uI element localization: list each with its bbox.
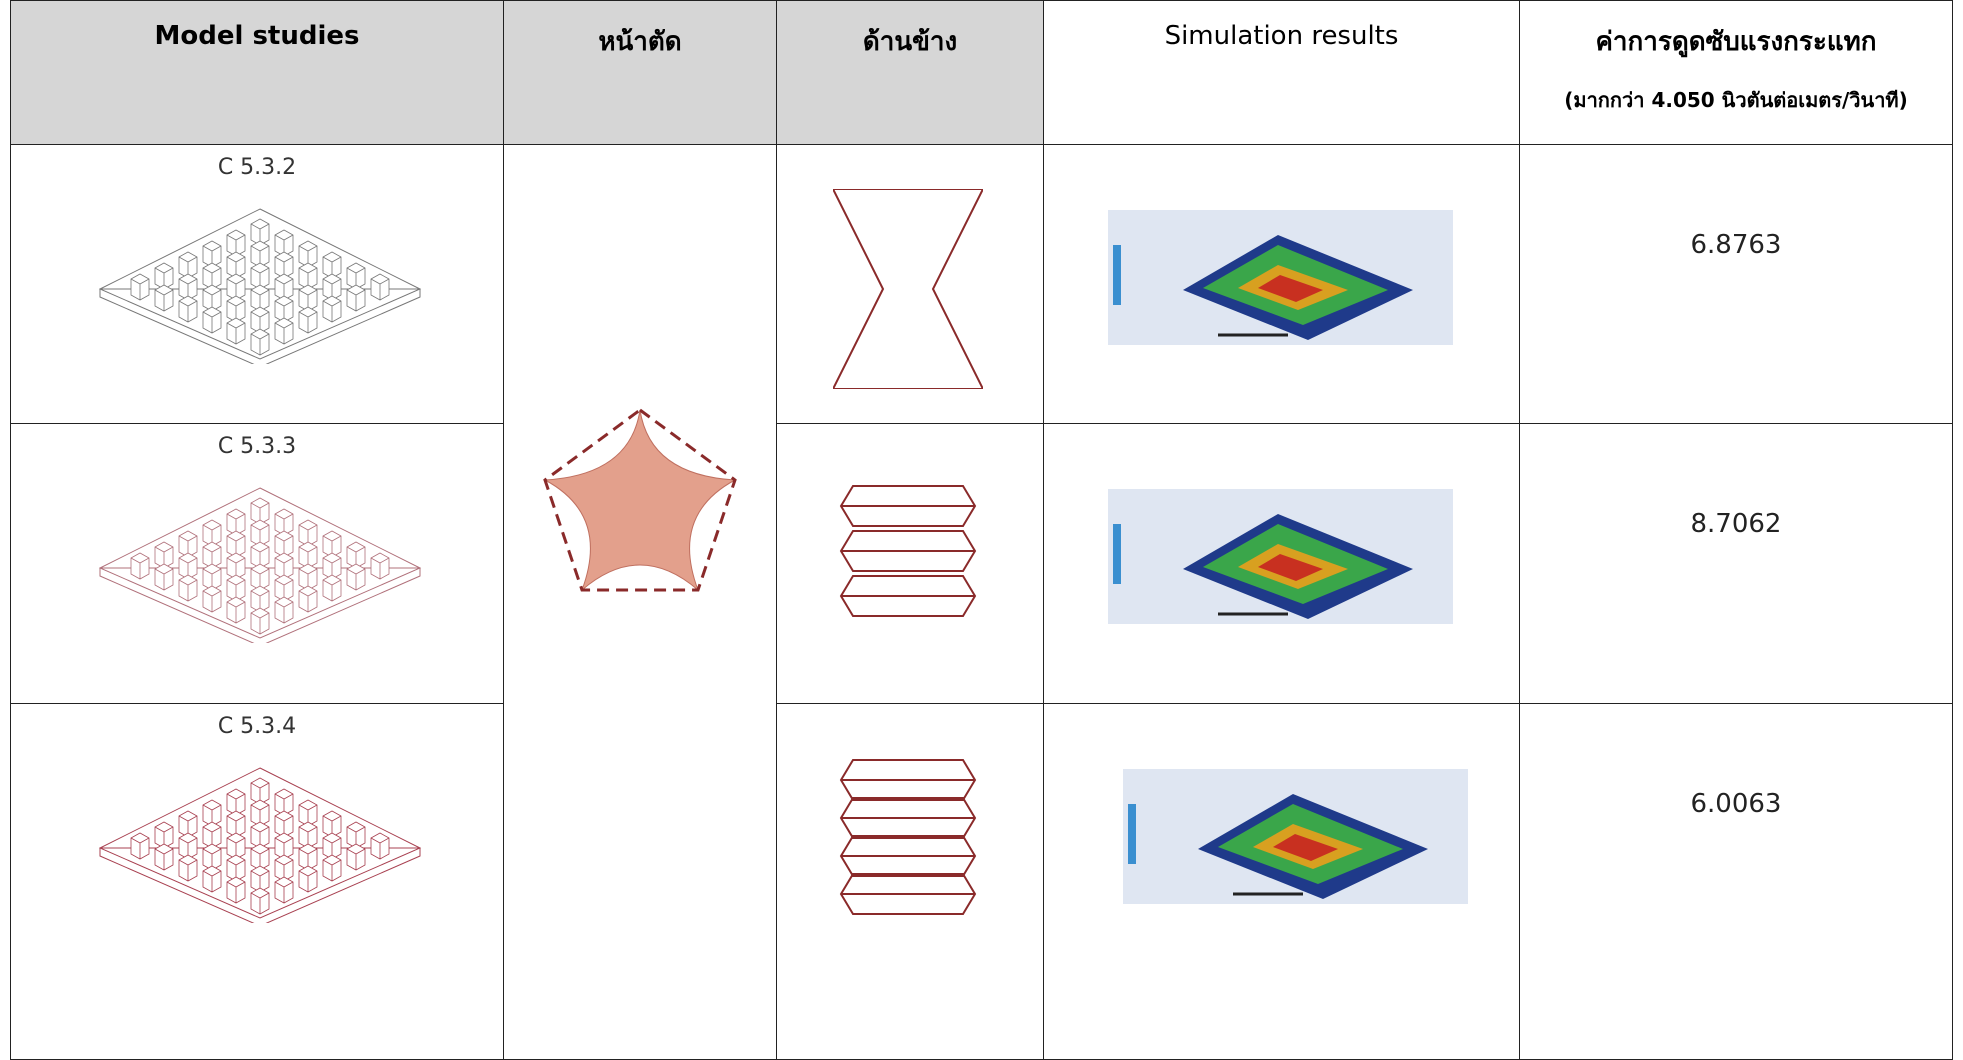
value-text: 8.7062 xyxy=(1690,509,1782,539)
header-cell: Model studies xyxy=(10,0,504,145)
header-cell: ด้านข้าง xyxy=(776,0,1044,145)
value-text: 6.8763 xyxy=(1690,230,1782,260)
header-text: ด้านข้าง xyxy=(862,27,958,57)
simulation-image xyxy=(1108,489,1453,624)
model-label: C 5.3.3 xyxy=(217,434,297,459)
header-cell: หน้าตัด xyxy=(503,0,777,145)
value-cell: 8.7062 xyxy=(1519,423,1953,704)
value-cell: 6.0063 xyxy=(1519,703,1953,1060)
section-cell xyxy=(503,144,777,1060)
side-view xyxy=(839,759,977,915)
model-label: C 5.3.2 xyxy=(217,155,297,180)
model-illustration xyxy=(98,767,422,923)
header-text: Simulation results xyxy=(1164,21,1399,51)
cross-section xyxy=(543,408,737,592)
model-illustration xyxy=(98,487,422,643)
header-cell: ค่าการดูดซับแรงกระแทก (มากกว่า 4.050 นิวต… xyxy=(1519,0,1953,145)
model-label: C 5.3.4 xyxy=(217,714,297,739)
simulation-image xyxy=(1108,210,1453,345)
value-cell: 6.8763 xyxy=(1519,144,1953,424)
header-title: ค่าการดูดซับแรงกระแทก xyxy=(1595,27,1877,57)
header-text: Model studies xyxy=(154,21,360,51)
model-illustration xyxy=(98,208,422,364)
side-view xyxy=(839,485,977,617)
simulation-image xyxy=(1123,769,1468,904)
header-subtitle: (มากกว่า 4.050 นิวตันต่อเมตร/วินาที) xyxy=(1564,88,1908,112)
value-text: 6.0063 xyxy=(1690,789,1782,819)
header-text: หน้าตัด xyxy=(598,27,682,57)
header-cell: Simulation results xyxy=(1043,0,1520,145)
side-view xyxy=(833,189,983,389)
